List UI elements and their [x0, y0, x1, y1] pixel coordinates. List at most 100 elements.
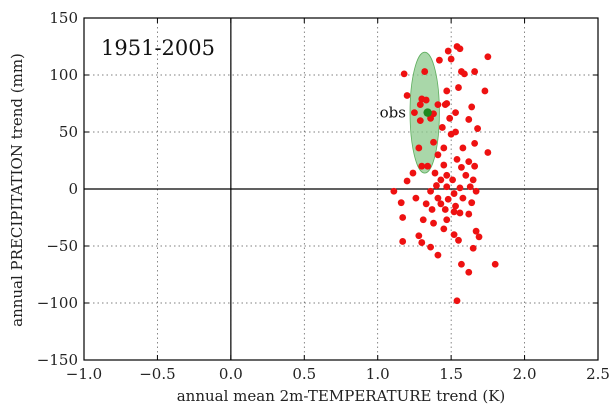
observation-point — [423, 108, 432, 117]
data-point — [441, 206, 449, 213]
x-tick-label: 1.0 — [366, 365, 390, 383]
data-point — [458, 260, 465, 268]
data-point — [434, 101, 442, 109]
data-point — [474, 125, 481, 132]
data-point — [430, 219, 437, 227]
x-tick-label: 1.5 — [439, 365, 463, 383]
data-point — [458, 163, 465, 171]
x-tick-label: 2.5 — [586, 365, 610, 383]
data-point — [465, 116, 473, 123]
data-point — [422, 96, 430, 104]
data-point — [446, 114, 454, 122]
data-point — [433, 182, 440, 189]
data-point — [452, 109, 459, 117]
data-point — [462, 171, 470, 179]
data-point — [434, 251, 442, 259]
data-point — [409, 169, 417, 177]
x-tick-label: 0.0 — [219, 365, 243, 383]
data-point — [471, 140, 479, 147]
data-point — [397, 199, 405, 207]
x-tick-label: −0.5 — [139, 365, 175, 383]
data-point — [455, 84, 462, 91]
data-point — [415, 232, 423, 240]
data-point — [431, 169, 439, 177]
data-point — [422, 200, 430, 208]
data-point — [469, 176, 477, 184]
x-tick-label: −1.0 — [66, 365, 102, 383]
data-point — [468, 103, 476, 111]
data-point — [416, 101, 424, 109]
data-point — [399, 238, 407, 245]
y-tick-label: 150 — [49, 9, 78, 27]
data-point — [440, 144, 448, 152]
data-point — [415, 144, 423, 152]
scatter-points — [390, 43, 499, 305]
data-point — [472, 187, 480, 195]
data-point — [416, 117, 424, 124]
data-point — [481, 87, 489, 95]
y-axis-label: annual PRECIPITATION trend (mm) — [8, 53, 26, 327]
data-point — [450, 231, 458, 239]
data-point — [471, 68, 479, 75]
data-point — [400, 70, 408, 78]
reference-lines — [84, 18, 598, 360]
data-point — [435, 56, 443, 64]
data-point — [456, 209, 464, 217]
data-point — [443, 216, 451, 224]
data-point — [472, 227, 480, 235]
data-point — [452, 128, 459, 136]
data-point — [450, 208, 458, 216]
y-tick-label: −150 — [37, 351, 78, 369]
data-point — [441, 101, 449, 109]
y-tick-labels: −150 −100 −50 0 50 100 150 — [37, 9, 78, 369]
data-point — [412, 194, 420, 202]
y-tick-label: 100 — [49, 66, 78, 84]
data-point — [418, 162, 426, 170]
data-point — [443, 171, 451, 179]
data-point — [428, 206, 436, 213]
data-point — [403, 92, 411, 99]
data-point — [491, 260, 499, 268]
data-point — [424, 162, 432, 170]
data-point — [466, 183, 474, 191]
data-point — [449, 176, 457, 184]
data-point — [455, 236, 462, 244]
data-point — [443, 87, 451, 95]
data-point — [444, 47, 452, 55]
data-point — [411, 109, 418, 117]
observation-label: obs — [380, 104, 406, 122]
data-point — [475, 233, 483, 241]
data-point — [440, 225, 448, 233]
data-point — [437, 176, 445, 184]
x-axis-label: annual mean 2m-TEMPERATURE trend (K) — [177, 387, 506, 405]
data-point — [459, 144, 467, 152]
data-point — [418, 239, 426, 246]
data-point — [469, 244, 477, 252]
data-point — [471, 162, 479, 170]
data-point — [459, 194, 467, 202]
data-point — [427, 243, 434, 251]
y-tick-label: 50 — [59, 123, 78, 141]
data-point — [453, 155, 461, 163]
data-point — [419, 216, 427, 224]
data-point — [450, 190, 458, 197]
y-tick-label: −50 — [46, 237, 78, 255]
data-point — [434, 194, 442, 202]
data-point — [456, 45, 464, 53]
data-point — [460, 70, 468, 78]
data-point — [438, 124, 446, 131]
data-point — [447, 55, 455, 63]
data-point — [421, 68, 429, 75]
data-point — [403, 177, 411, 185]
data-point — [453, 297, 461, 305]
data-point — [437, 200, 445, 208]
data-point — [390, 187, 398, 195]
data-point — [430, 138, 437, 146]
x-tick-labels: −1.0 −0.5 0.0 0.5 1.0 1.5 2.0 2.5 — [66, 365, 610, 383]
data-point — [434, 151, 442, 159]
data-point — [484, 53, 492, 61]
data-point — [452, 202, 459, 210]
data-point — [465, 158, 473, 166]
x-tick-label: 0.5 — [292, 365, 316, 383]
